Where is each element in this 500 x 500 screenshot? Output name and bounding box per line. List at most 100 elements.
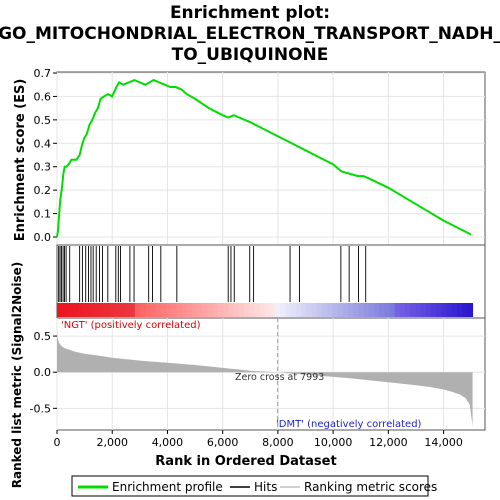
- rank-color-segment: [373, 303, 380, 317]
- rank-color-segment: [342, 303, 349, 317]
- es-y-ticks: 0.0 0.1 0.2 0.3 0.4 0.5 0.6 0.7: [34, 67, 57, 244]
- rank-color-segment: [394, 303, 401, 317]
- rank-color-segment: [332, 303, 339, 317]
- rank-color-segment: [207, 303, 214, 317]
- rank-color-bar: [57, 303, 474, 317]
- rank-color-segment: [150, 303, 157, 317]
- rank-color-segment: [181, 303, 188, 317]
- legend: Enrichment profile Hits Ranking metric s…: [71, 475, 437, 497]
- hit-lines: [58, 246, 367, 302]
- rank-color-segment: [192, 303, 198, 317]
- rank-color-segment: [290, 303, 297, 317]
- legend-enrichment-label: Enrichment profile: [112, 480, 223, 494]
- rank-color-segment: [166, 303, 172, 317]
- title-line-1: Enrichment plot:: [170, 3, 330, 23]
- rank-color-segment: [82, 303, 89, 317]
- rank-color-segment: [321, 303, 328, 317]
- rank-color-segment: [114, 303, 120, 317]
- rank-color-segment: [363, 303, 370, 317]
- es-y-tick-label: 0.0: [34, 231, 52, 244]
- x-tick-label: 2,000: [96, 436, 128, 449]
- rank-color-segment: [337, 303, 344, 317]
- rank-color-segment: [176, 303, 183, 317]
- rank-color-segment: [425, 303, 432, 317]
- rank-color-segment: [456, 303, 463, 317]
- rank-color-segment: [129, 303, 136, 317]
- rank-color-segment: [93, 303, 100, 317]
- rank-color-segment: [98, 303, 105, 317]
- rank-color-segment: [347, 303, 354, 317]
- rank-color-segment: [269, 303, 276, 317]
- rank-color-segment: [306, 303, 313, 317]
- rank-color-segment: [353, 303, 359, 317]
- rank-color-segment: [431, 303, 437, 317]
- metric-y-axis-label: Ranked list metric (Signal2Noise): [10, 262, 24, 489]
- es-profile-line: [56, 78, 472, 238]
- x-axis-ticks: 0 2,000 4,000 6,000 8,000 10,000 12,000 14,000: [54, 430, 463, 449]
- rank-color-segment: [160, 303, 167, 317]
- rank-color-segment: [441, 303, 448, 317]
- rank-color-segment: [462, 303, 468, 317]
- rank-color-segment: [124, 303, 131, 317]
- rank-color-segment: [259, 303, 266, 317]
- legend-box: [71, 475, 429, 497]
- rank-color-segment: [62, 303, 68, 317]
- metric-y-tick-label: -0.5: [30, 402, 51, 415]
- metric-panel: -0.5 0.0 0.5 'NGT' (positively correlated)…: [10, 262, 486, 489]
- es-y-tick-label: 0.5: [34, 114, 52, 127]
- x-tick-label: 10,000: [314, 436, 353, 449]
- rank-color-segment: [264, 303, 271, 317]
- rank-color-segment: [420, 303, 427, 317]
- es-y-tick-label: 0.4: [34, 137, 52, 150]
- rank-color-segment: [119, 303, 126, 317]
- x-tick-label: 14,000: [424, 436, 463, 449]
- rank-color-segment: [405, 303, 411, 317]
- es-panel: 0.0 0.1 0.2 0.3 0.4 0.5 0.6 0.7 Enrichment scor…: [13, 67, 486, 246]
- rank-color-segment: [134, 303, 141, 317]
- metric-y-tick-label: 0.0: [34, 366, 52, 379]
- rank-color-segment: [327, 303, 333, 317]
- es-y-tick-label: 0.3: [34, 161, 52, 174]
- title-line-2: GO_MITOCHONDRIAL_ELECTRON_TRANSPORT_NADH…: [0, 24, 500, 44]
- rank-color-segment: [249, 303, 255, 317]
- metric-y-ticks: -0.5 0.0 0.5: [30, 330, 57, 415]
- rank-color-segment: [301, 303, 307, 317]
- negative-correlation-label: 'DMT' (negatively correlated): [276, 419, 422, 430]
- rank-color-segment: [238, 303, 245, 317]
- x-tick-label: 6,000: [207, 436, 239, 449]
- rank-color-segment: [316, 303, 323, 317]
- x-tick-label: 4,000: [152, 436, 184, 449]
- rank-color-segment: [77, 303, 84, 317]
- x-tick-label: 8,000: [262, 436, 294, 449]
- rank-color-segment: [415, 303, 422, 317]
- rank-color-segment: [295, 303, 302, 317]
- rank-color-segment: [202, 303, 209, 317]
- es-y-axis-label: Enrichment score (ES): [13, 79, 28, 242]
- rank-color-segment: [368, 303, 375, 317]
- x-axis-label: Rank in Ordered Dataset: [155, 454, 336, 469]
- rank-color-segment: [72, 303, 79, 317]
- rank-color-segment: [233, 303, 240, 317]
- rank-color-segment: [379, 303, 385, 317]
- rank-color-segment: [358, 303, 364, 317]
- es-panel-frame: [56, 71, 486, 246]
- rank-color-segment: [88, 303, 94, 317]
- rank-color-segment: [186, 303, 193, 317]
- legend-hits-label: Hits: [254, 480, 277, 494]
- es-y-tick-label: 0.1: [34, 208, 52, 221]
- es-gridlines: [56, 72, 485, 245]
- es-y-tick-label: 0.6: [34, 90, 52, 103]
- metric-y-tick-label: 0.5: [34, 330, 52, 343]
- rank-color-segment: [108, 303, 115, 317]
- es-y-tick-label: 0.7: [34, 67, 52, 80]
- rank-color-segment: [171, 303, 177, 317]
- x-tick-label: 0: [54, 436, 61, 449]
- rank-color-segment: [57, 303, 63, 317]
- rank-color-segment: [451, 303, 458, 317]
- positive-correlation-label: 'NGT' (positively correlated): [61, 320, 201, 331]
- rank-color-segment: [285, 303, 292, 317]
- rank-color-segment: [223, 303, 229, 317]
- rank-color-segment: [228, 303, 235, 317]
- rank-color-segment: [103, 303, 110, 317]
